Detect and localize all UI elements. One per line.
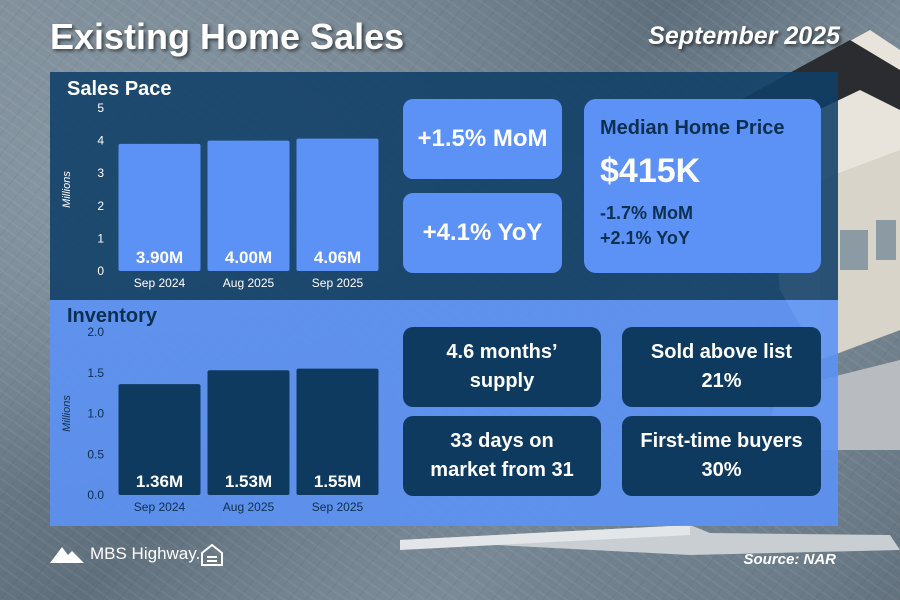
inventory-category-label: Aug 2025 bbox=[223, 500, 275, 514]
sales-y-tick-label: 1 bbox=[97, 231, 104, 245]
sales-data-label: 4.06M bbox=[314, 248, 361, 267]
median-price-mom: -1.7% MoM bbox=[600, 201, 805, 226]
inventory-data-label: 1.36M bbox=[136, 472, 183, 491]
source-note: Source: NAR bbox=[743, 551, 836, 568]
report-date: September 2025 bbox=[648, 22, 840, 51]
inventory-data-label: 1.55M bbox=[314, 472, 361, 491]
sales-y-tick-label: 5 bbox=[97, 101, 104, 115]
inventory-chart: Millions 0.0 0.5 1.0 1.5 2.0 1.36M Sep 2024 1.53… bbox=[50, 320, 390, 520]
inventory-y-axis-label: Millions bbox=[61, 395, 73, 432]
inventory-y-tick-label: 1.5 bbox=[87, 366, 104, 380]
months-supply-line1: 4.6 months’ bbox=[446, 338, 557, 367]
inventory-category-label: Sep 2024 bbox=[134, 500, 186, 514]
inventory-y-tick-label: 0.5 bbox=[87, 447, 104, 461]
sales-mom-text: +1.5% MoM bbox=[417, 125, 547, 153]
inventory-y-tick-label: 0.0 bbox=[87, 488, 104, 502]
page-title: Existing Home Sales bbox=[50, 16, 404, 58]
sales-category-label: Aug 2025 bbox=[223, 276, 275, 290]
inventory-y-tick-label: 1.0 bbox=[87, 407, 104, 421]
sold-above-list-line2: 21% bbox=[701, 367, 741, 396]
sales-y-tick-label: 4 bbox=[97, 134, 104, 148]
sold-above-list-line1: Sold above list bbox=[651, 338, 792, 367]
days-on-market-card: 33 days on market from 31 bbox=[403, 416, 601, 496]
sales-mom-card: +1.5% MoM bbox=[403, 99, 562, 179]
sales-y-tick-label: 3 bbox=[97, 166, 104, 180]
logo-text: MBS Highway. bbox=[90, 544, 200, 564]
first-time-buyers-card: First-time buyers 30% bbox=[622, 416, 821, 496]
sales-y-axis-label: Millions bbox=[61, 171, 73, 208]
sales-pace-chart: Millions 0 1 2 3 4 5 3.90M Sep 2024 4.00M Aug 2025… bbox=[50, 96, 390, 296]
sales-category-label: Sep 2025 bbox=[312, 276, 364, 290]
mbs-highway-logo: MBS Highway. bbox=[50, 544, 200, 564]
inventory-data-label: 1.53M bbox=[225, 472, 272, 491]
sales-y-tick-label: 0 bbox=[97, 264, 104, 278]
months-supply-line2: supply bbox=[470, 367, 534, 396]
sales-data-label: 3.90M bbox=[136, 248, 183, 267]
sold-above-list-card: Sold above list 21% bbox=[622, 327, 821, 407]
first-time-buyers-line1: First-time buyers bbox=[640, 427, 802, 456]
inventory-category-label: Sep 2025 bbox=[312, 500, 364, 514]
inventory-y-tick-label: 2.0 bbox=[87, 325, 104, 339]
sales-yoy-text: +4.1% YoY bbox=[423, 219, 543, 247]
days-on-market-line1: 33 days on bbox=[450, 427, 553, 456]
sales-category-label: Sep 2024 bbox=[134, 276, 186, 290]
days-on-market-line2: market from 31 bbox=[430, 456, 573, 485]
sales-y-tick-label: 2 bbox=[97, 199, 104, 213]
mountain-logo-icon bbox=[50, 545, 84, 563]
first-time-buyers-line2: 30% bbox=[701, 456, 741, 485]
sales-data-label: 4.00M bbox=[225, 248, 272, 267]
equal-housing-icon bbox=[200, 543, 224, 567]
median-price-yoy: +2.1% YoY bbox=[600, 226, 805, 251]
median-price-value: $415K bbox=[600, 152, 805, 191]
median-price-card: Median Home Price $415K -1.7% MoM +2.1% … bbox=[584, 99, 821, 273]
sales-yoy-card: +4.1% YoY bbox=[403, 193, 562, 273]
median-price-title: Median Home Price bbox=[600, 117, 805, 140]
months-supply-card: 4.6 months’ supply bbox=[403, 327, 601, 407]
